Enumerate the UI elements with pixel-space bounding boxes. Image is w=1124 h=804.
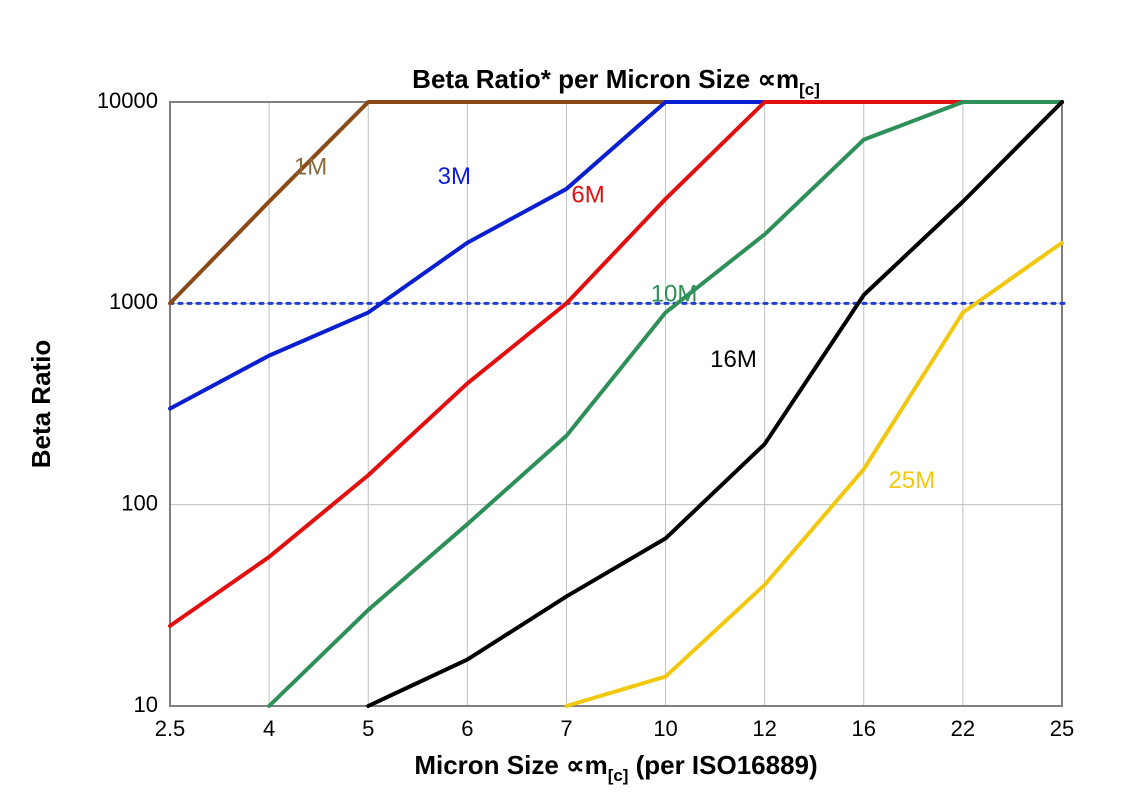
- series-label-25M: 25M: [889, 467, 936, 494]
- x-tick-label: 7: [560, 716, 572, 741]
- x-tick-label: 10: [653, 716, 677, 741]
- series-label-1M: 1M: [294, 153, 327, 180]
- x-tick-label: 25: [1050, 716, 1074, 741]
- x-tick-label: 12: [752, 716, 776, 741]
- y-tick-label: 100: [121, 490, 158, 515]
- x-tick-label: 6: [461, 716, 473, 741]
- series-label-3M: 3M: [438, 163, 471, 190]
- x-tick-label: 22: [951, 716, 975, 741]
- y-tick-label: 10000: [97, 88, 158, 113]
- beta-ratio-chart: 1M 3M 6M 10M 16M 25M 2.5 4 5 6 7 10 12 16 22 25 10 100 100…: [0, 0, 1124, 804]
- series-label-16M: 16M: [710, 346, 757, 373]
- series-label-10M: 10M: [651, 280, 698, 307]
- y-tick-label: 1000: [109, 289, 158, 314]
- series-label-6M: 6M: [571, 182, 604, 209]
- x-tick-label: 4: [263, 716, 275, 741]
- y-tick-label: 10: [134, 692, 158, 717]
- x-tick-label: 5: [362, 716, 374, 741]
- x-tick-label: 2.5: [155, 716, 186, 741]
- chart-title: Beta Ratio* per Micron Size ∝m[c]: [412, 64, 820, 99]
- y-axis-label: Beta Ratio: [26, 340, 56, 469]
- x-tick-label: 16: [852, 716, 876, 741]
